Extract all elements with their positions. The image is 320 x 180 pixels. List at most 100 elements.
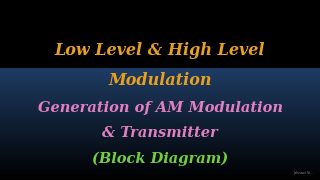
Text: Jahnavi Vi...: Jahnavi Vi...	[293, 171, 314, 175]
Bar	[0, 145, 320, 147]
Bar	[0, 95, 320, 96]
Bar	[0, 90, 320, 91]
Text: (Block Diagram): (Block Diagram)	[92, 151, 228, 166]
Bar	[0, 76, 320, 77]
Bar	[0, 116, 320, 118]
Bar	[0, 161, 320, 162]
Bar	[0, 104, 320, 105]
Bar	[0, 109, 320, 110]
Text: Generation of AM Modulation: Generation of AM Modulation	[37, 101, 283, 115]
Bar	[0, 93, 320, 94]
Bar	[0, 134, 320, 135]
Bar	[0, 100, 320, 101]
Bar	[0, 147, 320, 148]
Bar	[0, 165, 320, 167]
Bar	[0, 132, 320, 133]
Bar	[0, 73, 320, 74]
Bar	[0, 164, 320, 165]
Text: Low Level & High Level: Low Level & High Level	[55, 42, 265, 59]
Bar	[0, 122, 320, 123]
Bar	[0, 153, 320, 154]
Bar	[0, 123, 320, 124]
Bar	[0, 118, 320, 119]
Bar	[0, 178, 320, 179]
Bar	[0, 154, 320, 156]
Bar	[0, 126, 320, 128]
Bar	[0, 168, 320, 169]
Bar	[0, 102, 320, 103]
Bar	[0, 82, 320, 83]
Bar	[0, 144, 320, 145]
Bar	[0, 91, 320, 92]
Bar	[0, 171, 320, 172]
Bar	[0, 133, 320, 134]
Bar	[0, 87, 320, 89]
Bar	[0, 74, 320, 75]
Bar	[0, 112, 320, 113]
Bar	[0, 158, 320, 159]
Bar	[0, 113, 320, 114]
Bar	[0, 172, 320, 173]
Bar	[0, 136, 320, 138]
Bar	[0, 163, 320, 164]
Bar	[0, 121, 320, 122]
Bar	[0, 106, 320, 107]
Bar	[0, 173, 320, 174]
Bar	[0, 75, 320, 76]
Bar	[0, 124, 320, 125]
Bar	[0, 110, 320, 111]
Bar	[0, 140, 320, 141]
Bar	[0, 92, 320, 93]
Bar	[0, 115, 320, 116]
Bar	[0, 150, 320, 151]
Bar	[0, 101, 320, 102]
Bar	[0, 135, 320, 136]
Bar	[0, 97, 320, 98]
Bar	[0, 89, 320, 90]
Bar	[0, 128, 320, 129]
Bar	[0, 170, 320, 171]
Text: Modulation: Modulation	[108, 73, 212, 89]
Bar	[0, 149, 320, 150]
Bar	[0, 94, 320, 95]
Bar	[0, 98, 320, 100]
Bar	[0, 152, 320, 153]
Bar	[0, 160, 320, 161]
Bar	[0, 69, 320, 71]
Bar	[0, 167, 320, 168]
Bar	[0, 72, 320, 73]
Bar	[0, 148, 320, 149]
Bar	[0, 103, 320, 104]
Bar	[0, 125, 320, 126]
Bar	[0, 105, 320, 106]
Bar	[0, 68, 320, 69]
Bar	[0, 119, 320, 120]
Bar	[0, 78, 320, 80]
Bar	[0, 81, 320, 82]
Bar	[0, 130, 320, 131]
Bar	[0, 169, 320, 170]
Bar	[0, 96, 320, 97]
Bar	[0, 156, 320, 157]
Bar	[0, 107, 320, 109]
Bar	[0, 83, 320, 84]
Bar	[0, 179, 320, 180]
Bar	[0, 131, 320, 132]
Bar	[0, 86, 320, 87]
Text: & Transmitter: & Transmitter	[102, 126, 218, 140]
Bar	[0, 162, 320, 163]
Bar	[0, 71, 320, 72]
Bar	[0, 141, 320, 142]
Bar	[0, 159, 320, 160]
Bar	[0, 138, 320, 139]
Bar	[0, 174, 320, 176]
Bar	[0, 84, 320, 85]
Bar	[0, 176, 320, 177]
Bar	[0, 114, 320, 115]
Bar	[0, 111, 320, 112]
Bar	[0, 77, 320, 78]
Bar	[0, 120, 320, 121]
Bar	[0, 139, 320, 140]
Bar	[0, 129, 320, 130]
Bar	[0, 80, 320, 81]
